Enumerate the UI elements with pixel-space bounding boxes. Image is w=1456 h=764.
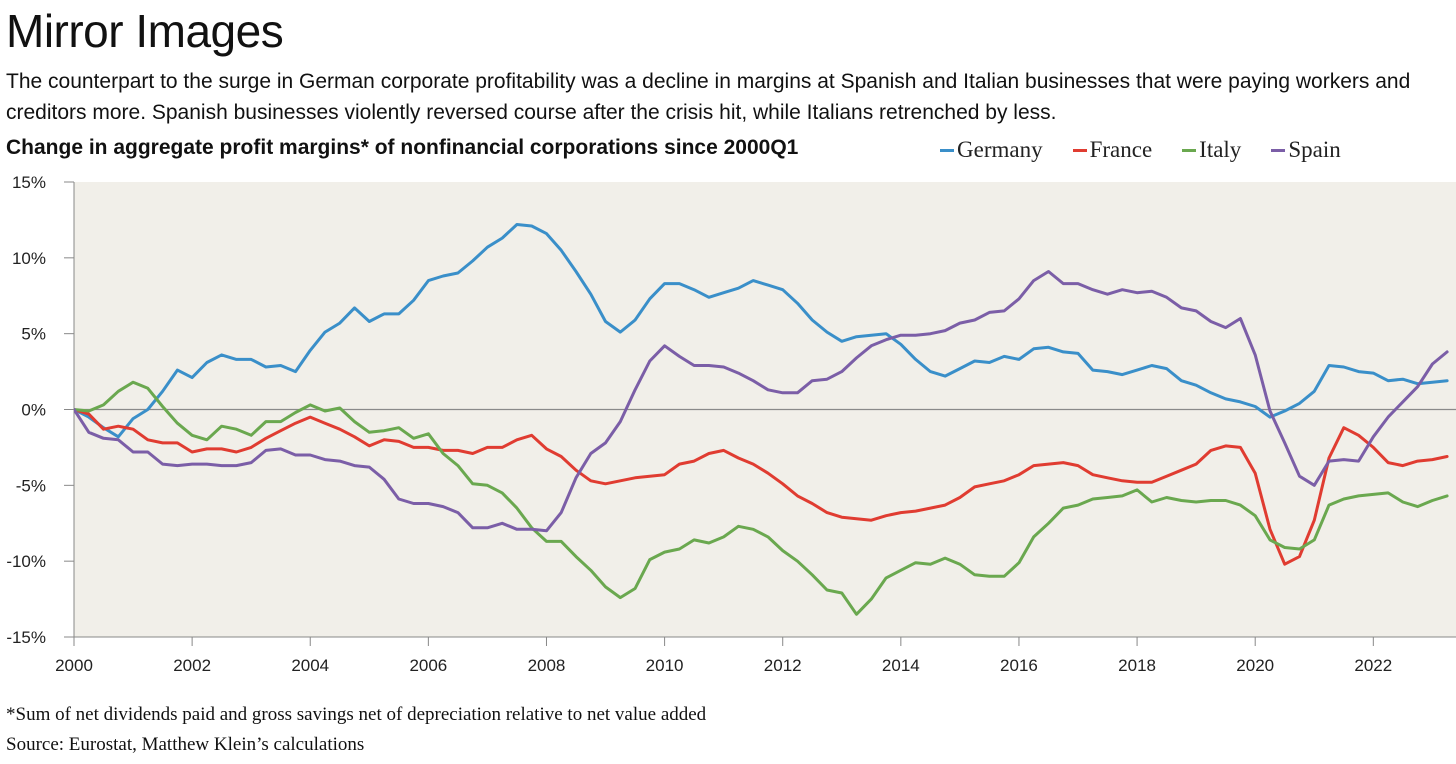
y-tick-label: 10% — [12, 249, 46, 268]
legend-item-germany: Germany — [940, 137, 1043, 163]
chart-legend: Germany France Italy Spain — [940, 136, 1371, 164]
x-tick-label: 2018 — [1118, 656, 1156, 675]
y-tick-label: 15% — [12, 173, 46, 192]
source-note: Source: Eurostat, Matthew Klein’s calcul… — [6, 734, 365, 755]
legend-swatch-france — [1072, 148, 1087, 152]
legend-label-germany: Germany — [957, 137, 1043, 162]
y-tick-label: 5% — [21, 325, 46, 344]
x-tick-label: 2014 — [882, 656, 920, 675]
series-line-italy — [74, 380, 1449, 616]
series-line-spain — [74, 270, 1449, 533]
y-tick-label: 0% — [21, 401, 46, 420]
legend-item-italy: Italy — [1182, 137, 1241, 163]
x-tick-label: 2008 — [528, 656, 566, 675]
x-tick-label: 2010 — [646, 656, 684, 675]
x-tick-label: 2006 — [409, 656, 447, 675]
page-title: Mirror Images — [6, 5, 284, 57]
legend-item-spain: Spain — [1271, 137, 1341, 163]
legend-swatch-italy — [1182, 148, 1197, 152]
x-tick-label: 2004 — [291, 656, 329, 675]
footnote: *Sum of net dividends paid and gross sav… — [6, 704, 707, 725]
y-tick-label: -10% — [6, 552, 46, 571]
series-line-germany — [74, 223, 1449, 439]
legend-label-france: France — [1089, 137, 1153, 162]
y-tick-label: -5% — [16, 476, 46, 495]
y-tick-label: -15% — [6, 628, 46, 647]
x-tick-label: 2002 — [173, 656, 211, 675]
x-tick-label: 2016 — [1000, 656, 1038, 675]
x-tick-label: 2000 — [55, 656, 93, 675]
x-tick-label: 2022 — [1354, 656, 1392, 675]
legend-swatch-germany — [940, 148, 954, 152]
line-chart: -15% -10% -5% 0% 5% 10% 15% 2000 2002 2004 2006 200… — [6, 173, 1456, 675]
x-tick-label: 2012 — [764, 656, 802, 675]
x-tick-label: 2020 — [1236, 656, 1274, 675]
legend-label-spain: Spain — [1288, 137, 1341, 162]
legend-label-italy: Italy — [1199, 137, 1242, 162]
chart-title: Change in aggregate profit margins* of n… — [6, 136, 799, 159]
series-line-france — [74, 408, 1449, 566]
chart-subtitle: The counterpart to the surge in German c… — [6, 70, 1411, 124]
legend-item-france: France — [1072, 137, 1153, 163]
legend-swatch-spain — [1271, 148, 1286, 152]
